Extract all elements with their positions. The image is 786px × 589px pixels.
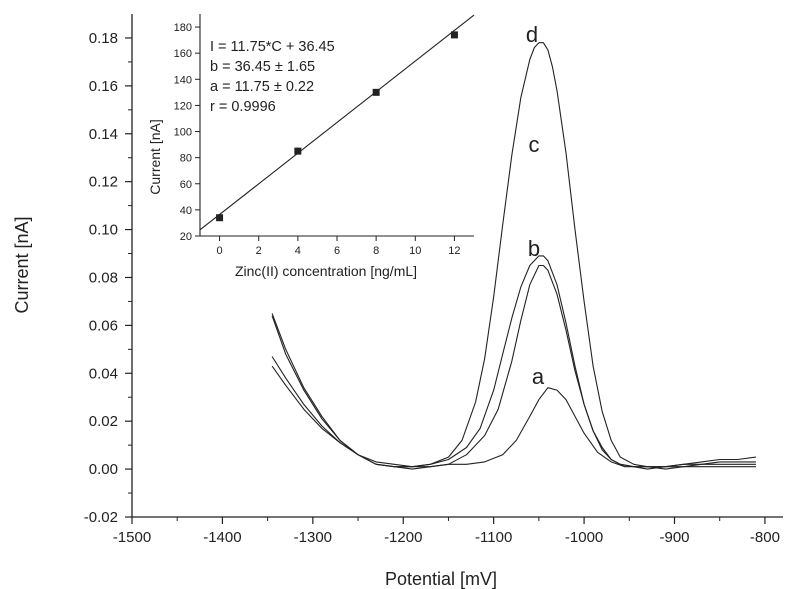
x-tick-label: -900 — [659, 529, 689, 546]
x-tick-label: -1000 — [565, 529, 603, 546]
inset-y-tick-label: 80 — [180, 153, 192, 165]
inset-y-axis-title: Current [nA] — [147, 119, 163, 194]
curve-label-d: d — [526, 22, 538, 47]
inset-x-tick-label: 10 — [409, 245, 421, 257]
inset-y-tick-label: 120 — [174, 100, 192, 112]
inset-y-tick-label: 60 — [180, 179, 192, 191]
inset-x-tick-label: 0 — [217, 245, 223, 257]
fit-equation: I = 11.75*C + 36.45 — [210, 39, 335, 55]
y-tick-label: 0.06 — [89, 317, 118, 334]
inset-x-axis-title: Zinc(II) concentration [ng/mL] — [235, 263, 417, 279]
series-line-c — [271, 255, 756, 470]
y-tick-label: 0.10 — [89, 222, 118, 239]
y-tick-label: 0.18 — [89, 30, 118, 47]
series-line-d — [271, 42, 756, 470]
main-series-group — [271, 42, 756, 470]
x-tick-label: -1100 — [475, 529, 512, 546]
inset-y-tick-label: 40 — [180, 205, 192, 217]
y-tick-label: -0.02 — [84, 509, 118, 526]
fit-slope: a = 11.75 ± 0.22 — [210, 79, 314, 95]
y-tick-label: 0.14 — [89, 126, 118, 143]
inset-y-tick-label: 180 — [174, 22, 192, 34]
y-axis-title: Current [nA] — [12, 216, 32, 313]
x-tick-label: -1300 — [294, 529, 332, 546]
y-tick-label: 0.00 — [89, 461, 118, 478]
curve-label-c: c — [529, 132, 540, 157]
curve-label-a: a — [532, 364, 545, 389]
fit-intercept: b = 36.45 ± 1.65 — [210, 59, 315, 75]
x-tick-label: -1500 — [113, 529, 151, 546]
inset-calibration-plot: 0 2 4 6 8 10 12 20 40 60 80 100 120 140 160 180 I = 11.… — [147, 14, 475, 279]
curve-label-b: b — [528, 236, 540, 261]
x-tick-label: -1400 — [203, 529, 241, 546]
inset-fit-line — [199, 14, 475, 231]
curve-labels: a b c d — [526, 22, 545, 389]
inset-data-point — [450, 31, 458, 39]
y-tick-label: 0.08 — [89, 269, 118, 286]
inset-y-tick-label: 100 — [174, 127, 192, 139]
inset-data-point — [216, 214, 224, 222]
inset-x-tick-label: 4 — [295, 245, 301, 257]
inset-x-tick-label: 2 — [256, 245, 262, 257]
inset-x-tick-label: 8 — [373, 245, 379, 257]
x-tick-label: -1200 — [384, 529, 422, 546]
x-tick-label: -800 — [750, 529, 780, 546]
fit-correlation: r = 0.9996 — [210, 99, 276, 115]
inset-data-point — [294, 147, 302, 155]
series-line-a — [271, 365, 756, 468]
inset-y-tick-label: 20 — [180, 231, 192, 243]
series-line-b — [271, 264, 756, 470]
y-tick-label: 0.04 — [89, 365, 118, 382]
main-axes: -1500 -1400 -1300 -1200 -1100 -1000 -900 -800 -0… — [84, 14, 783, 546]
x-axis-title: Potential [mV] — [385, 569, 497, 589]
y-tick-label: 0.12 — [89, 174, 118, 191]
inset-y-tick-label: 140 — [174, 74, 192, 86]
inset-x-tick-label: 12 — [448, 245, 460, 257]
y-tick-label: 0.02 — [89, 413, 118, 430]
y-tick-label: 0.16 — [89, 78, 118, 95]
inset-x-tick-label: 6 — [334, 245, 340, 257]
inset-data-point — [372, 88, 380, 96]
inset-series-group — [199, 14, 475, 231]
inset-y-tick-label: 160 — [174, 48, 192, 60]
inset-axes: 0 2 4 6 8 10 12 20 40 60 80 100 120 140 160 180 — [174, 14, 474, 257]
